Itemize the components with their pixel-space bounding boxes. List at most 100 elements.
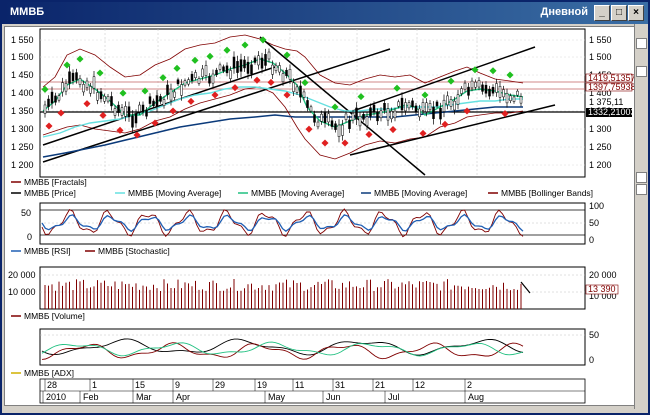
adx-tick-label: 0 <box>589 355 594 365</box>
chart-canvas[interactable]: 1 550 1 500 1 450 1 400 1 350 1 300 1 25… <box>5 27 645 407</box>
month-tick-label: 2010 <box>46 392 66 402</box>
close-button[interactable]: × <box>628 5 644 21</box>
price-tick-label: 1 200 <box>589 160 612 170</box>
timeframe-label[interactable]: Дневной <box>540 6 589 18</box>
price-candles[interactable] <box>43 48 523 143</box>
candle-body <box>183 80 187 86</box>
candle-body <box>449 99 453 107</box>
fractal-down-marker <box>389 125 397 134</box>
candle-body <box>309 106 313 112</box>
price-label-current: 1332,21003 <box>588 107 636 117</box>
trend-line[interactable] <box>349 46 536 113</box>
candle-body <box>257 55 260 66</box>
fractal-down-marker <box>151 119 159 127</box>
adx-tick-label: 50 <box>589 330 599 340</box>
fractal-down-marker <box>365 130 373 139</box>
candle-body <box>229 70 232 79</box>
candle-body <box>439 108 442 120</box>
candle-body <box>264 54 267 66</box>
minimize-button[interactable]: _ <box>594 5 610 21</box>
scroll-button[interactable] <box>636 172 647 183</box>
time-axis: 28 1 15 9 29 19 11 31 21 12 2 2010 Feb Mar Apr May Jun J… <box>39 378 586 404</box>
fractal-up-marker <box>421 91 429 99</box>
candle-body <box>341 124 344 136</box>
candle-body <box>43 104 47 114</box>
fractal-down-marker <box>83 100 91 108</box>
candle-body <box>106 96 110 102</box>
month-tick-label: Mar <box>136 392 152 402</box>
legend-volume: ММВБ [Volume] <box>24 311 85 321</box>
candle-body <box>512 96 516 102</box>
candle-body <box>316 121 320 128</box>
candle-body <box>47 98 50 107</box>
candle-body <box>365 116 369 126</box>
scroll-button[interactable] <box>636 66 647 77</box>
fractal-up-marker <box>141 87 149 95</box>
day-tick-label: 11 <box>295 380 304 390</box>
price-panel: 1 550 1 500 1 450 1 400 1 350 1 300 1 25… <box>11 28 636 198</box>
trend-line[interactable] <box>259 36 426 176</box>
maximize-button[interactable]: □ <box>611 5 627 21</box>
candle-body <box>201 68 204 78</box>
candle-body <box>180 84 183 96</box>
candle-body <box>470 80 474 89</box>
candle-body <box>323 112 327 123</box>
scroll-button[interactable] <box>636 184 647 195</box>
candle-body <box>351 113 355 121</box>
candle-body <box>176 79 180 85</box>
candle-body <box>467 86 470 96</box>
candle-body <box>215 69 218 75</box>
legend-stochastic: ММВБ [Stochastic] <box>98 246 170 256</box>
fractal-down-marker <box>99 111 107 119</box>
candle-body <box>505 93 509 104</box>
fractal-up-marker <box>283 51 291 59</box>
candle-body <box>194 72 197 79</box>
scroll-button[interactable] <box>636 38 647 49</box>
candle-body <box>491 86 495 94</box>
legend-rsi: ММВБ [RSI] <box>24 246 71 256</box>
candle-body <box>225 65 229 74</box>
candle-body <box>288 69 292 80</box>
candle-body <box>372 104 376 113</box>
candle-body <box>411 100 414 108</box>
volume-bars[interactable] <box>44 279 531 309</box>
candle-body <box>386 108 390 121</box>
month-tick-label: Aug <box>468 392 484 402</box>
candle-body <box>159 96 162 102</box>
candle-body <box>400 97 404 111</box>
price-tick-label: 1 375,11 <box>589 97 623 107</box>
fractal-up-marker <box>447 77 455 85</box>
legend-adx: ММВБ [ADX] <box>24 368 74 378</box>
price-label-upper: 1419,51357 <box>588 73 636 83</box>
rsi-line <box>41 213 524 233</box>
vertical-scrollbar[interactable] <box>634 24 648 409</box>
candle-body <box>334 123 337 130</box>
candle-body <box>85 80 89 88</box>
candle-body <box>138 104 141 112</box>
bollinger-upper <box>42 34 524 88</box>
fractal-up-marker <box>191 56 199 64</box>
volume-trend <box>520 281 531 294</box>
volume-tick-label: 10 000 <box>8 287 36 297</box>
candle-body <box>498 86 502 98</box>
candle-body <box>155 95 159 107</box>
trend-line[interactable] <box>42 48 391 163</box>
di-minus-line <box>41 342 524 360</box>
trend-line[interactable] <box>349 104 556 156</box>
chart-pane[interactable]: 1 550 1 500 1 450 1 400 1 350 1 300 1 25… <box>4 26 644 406</box>
fractal-down-marker <box>211 91 219 99</box>
candle-body <box>134 113 138 124</box>
candle-body <box>190 73 194 81</box>
price-tick-label: 1 350 <box>11 106 34 116</box>
price-tick-label: 1 200 <box>11 160 34 170</box>
candle-body <box>232 56 236 69</box>
candle-body <box>330 120 334 127</box>
osc-tick-label: 0 <box>589 235 594 245</box>
price-labels: 1419,51357 1397,75938 1332,21003 <box>585 73 636 117</box>
candle-body <box>425 102 428 112</box>
candle-body <box>376 112 379 122</box>
trend-line[interactable] <box>42 66 276 146</box>
month-tick-label: Feb <box>83 392 99 402</box>
candle-body <box>519 96 523 104</box>
